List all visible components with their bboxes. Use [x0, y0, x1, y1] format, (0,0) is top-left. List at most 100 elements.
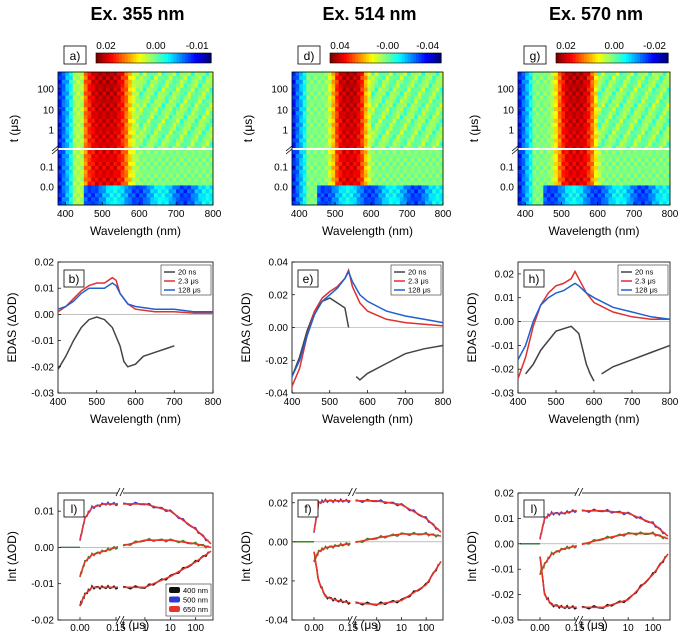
heatmap-cell — [299, 130, 304, 136]
heatmap-cell — [58, 91, 63, 96]
heatmap-cell — [528, 122, 533, 128]
heatmap-cell — [87, 177, 92, 183]
heatmap-cell — [327, 134, 333, 139]
heatmap-cell — [557, 161, 562, 167]
heatmap-cell — [353, 118, 358, 124]
heatmap-cell — [583, 79, 588, 85]
heatmap-cell — [554, 87, 559, 93]
heatmap-cell — [432, 79, 437, 85]
heatmap-cell — [539, 158, 544, 163]
heatmap-cell — [389, 189, 394, 194]
heatmap-cell — [586, 83, 591, 89]
heatmap-cell — [518, 87, 523, 93]
heatmap-cell — [324, 75, 329, 81]
heatmap-cell — [183, 169, 188, 175]
heatmap-cell — [168, 107, 173, 112]
heatmap-cell — [183, 122, 188, 128]
heatmap-cell — [659, 87, 664, 93]
heatmap-cell — [557, 95, 562, 100]
heatmap-cell — [356, 177, 361, 183]
heatmap-cell — [69, 115, 74, 120]
heatmap-cell — [338, 95, 343, 100]
heatmap-cell — [521, 142, 526, 147]
heatmap-cell — [194, 185, 199, 190]
heatmap-cell — [601, 185, 606, 190]
heatmap-frame — [291, 71, 444, 206]
heatmap-cell — [94, 111, 100, 116]
heatmap-cell — [317, 150, 322, 155]
heatmap-cell — [360, 111, 365, 116]
heatmap-cell — [633, 189, 638, 194]
heatmap-cell — [209, 154, 214, 159]
heatmap-cell — [637, 197, 642, 202]
heatmap-cell — [371, 99, 376, 104]
heatmap-cell — [150, 173, 155, 179]
heatmap-cell — [345, 138, 351, 143]
heatmap-cell — [146, 201, 151, 206]
heatmap-cell — [201, 72, 207, 77]
heatmap-cell — [579, 173, 584, 179]
heatmap-cell — [425, 134, 430, 139]
heatmap-cell — [374, 111, 379, 116]
heatmap-cell — [139, 79, 144, 85]
heatmap-cell — [176, 169, 181, 175]
heatmap-cell — [69, 181, 74, 186]
heatmap-cell — [72, 72, 77, 77]
heatmap-cell — [536, 111, 541, 116]
heatmap-cell — [604, 173, 609, 179]
heatmap-cell — [568, 134, 573, 139]
heatmap-cell — [655, 142, 660, 147]
heatmap-cell — [320, 111, 325, 116]
heatmap-cell — [201, 138, 207, 143]
heatmap-cell — [428, 103, 433, 108]
heatmap-cell — [594, 177, 599, 183]
heatmap-cell — [630, 83, 635, 89]
heatmap-cell — [622, 173, 628, 179]
heatmap-cell — [201, 130, 207, 136]
heatmap-cell — [594, 197, 599, 202]
heatmap-cell — [532, 181, 537, 186]
heatmap-cell — [179, 75, 184, 81]
heatmap-cell — [374, 189, 379, 194]
heatmap-cell — [554, 173, 559, 179]
heatmap-cell — [622, 115, 628, 120]
heatmap-cell — [546, 130, 552, 136]
x-tick-label: 400 — [510, 397, 527, 408]
heatmap-cell — [536, 173, 541, 179]
heatmap-cell — [179, 87, 184, 93]
heatmap-cell — [168, 103, 173, 108]
heatmap-cell — [561, 99, 566, 104]
heatmap-cell — [327, 138, 333, 143]
heatmap-cell — [161, 134, 166, 139]
heatmap-cell — [201, 122, 207, 128]
heatmap-cell — [91, 150, 96, 155]
heatmap-cell — [342, 75, 347, 81]
heatmap-cell — [414, 72, 419, 77]
heatmap-cell — [601, 154, 606, 159]
heatmap-cell — [392, 189, 397, 194]
heatmap-cell — [432, 150, 437, 155]
heatmap-cell — [619, 87, 624, 93]
heatmap-cell — [209, 103, 214, 108]
heatmap-cell — [172, 126, 177, 132]
heatmap-cell — [324, 181, 329, 186]
heatmap-cell — [374, 87, 379, 93]
heatmap-cell — [644, 91, 649, 96]
heatmap-cell — [597, 181, 602, 186]
heatmap-cell — [363, 79, 368, 85]
heatmap-cell — [113, 138, 118, 143]
heatmap-cell — [435, 177, 440, 183]
heatmap-cell — [117, 142, 122, 147]
heatmap-cell — [161, 99, 166, 104]
heatmap-cell — [94, 189, 100, 194]
heatmap-cell — [150, 130, 155, 136]
heatmap-cell — [536, 189, 541, 194]
heatmap-cell — [331, 189, 336, 194]
heatmap-cell — [518, 118, 523, 124]
heatmap-cell — [612, 138, 617, 143]
heatmap-cell — [69, 169, 74, 175]
heatmap-cell — [594, 75, 599, 81]
heatmap-cell — [561, 72, 566, 77]
heatmap-cell — [113, 111, 118, 116]
heatmap-cell — [331, 150, 336, 155]
